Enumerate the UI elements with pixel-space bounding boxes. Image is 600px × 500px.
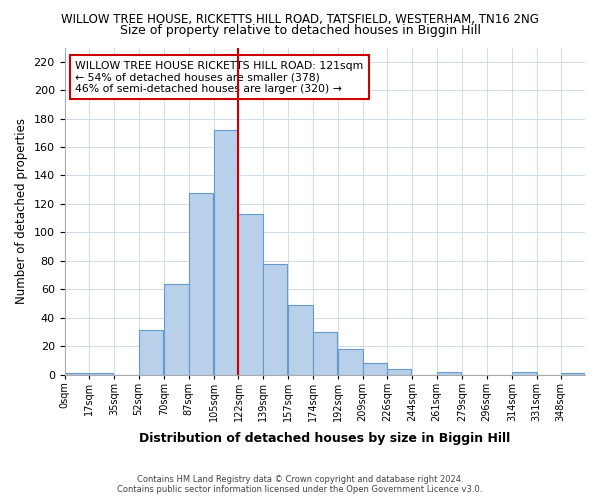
X-axis label: Distribution of detached houses by size in Biggin Hill: Distribution of detached houses by size … (139, 432, 511, 445)
Bar (188, 192, 213, 374)
Bar (238, 214, 263, 374)
Bar (89, 373, 113, 374)
Bar (65, 373, 89, 374)
Y-axis label: Number of detached properties: Number of detached properties (15, 118, 28, 304)
Bar (387, 369, 411, 374)
Text: WILLOW TREE HOUSE RICKETTS HILL ROAD: 121sqm
← 54% of detached houses are smalle: WILLOW TREE HOUSE RICKETTS HILL ROAD: 12… (75, 60, 363, 94)
Bar (214, 130, 238, 374)
Bar (289, 305, 313, 374)
Bar (313, 332, 337, 374)
Bar (437, 372, 461, 374)
Text: Size of property relative to detached houses in Biggin Hill: Size of property relative to detached ho… (119, 24, 481, 37)
Text: Contains HM Land Registry data © Crown copyright and database right 2024.
Contai: Contains HM Land Registry data © Crown c… (118, 474, 482, 494)
Text: WILLOW TREE HOUSE, RICKETTS HILL ROAD, TATSFIELD, WESTERHAM, TN16 2NG: WILLOW TREE HOUSE, RICKETTS HILL ROAD, T… (61, 12, 539, 26)
Bar (338, 349, 362, 374)
Bar (164, 284, 188, 374)
Bar (362, 363, 387, 374)
Bar (139, 330, 163, 374)
Bar (512, 372, 536, 374)
Bar (561, 373, 585, 374)
Bar (263, 264, 287, 374)
